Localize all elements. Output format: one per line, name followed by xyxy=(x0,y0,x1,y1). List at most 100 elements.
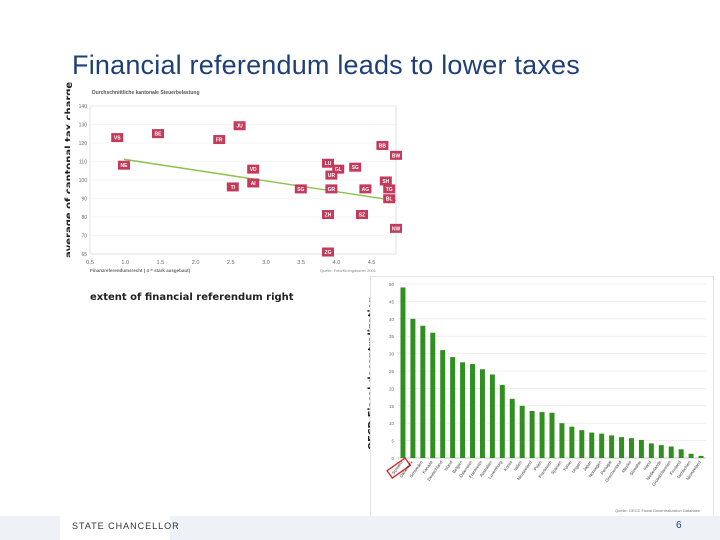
bar xyxy=(410,318,416,458)
bar-category-label: Polen xyxy=(533,459,544,471)
bar xyxy=(678,449,684,458)
bar xyxy=(430,332,436,458)
bar xyxy=(519,405,525,458)
scatter-point: UR xyxy=(325,170,338,180)
scatter-point-label: NE xyxy=(121,163,129,169)
scatter-point-label: SZ xyxy=(359,213,365,219)
scatter-point-marker xyxy=(325,170,338,180)
scatter-point-marker xyxy=(247,178,260,188)
scatter-point: TG xyxy=(383,184,396,194)
scatter-x-tick-label: 1.5 xyxy=(157,260,165,266)
bar-y-tick-label: 25 xyxy=(389,369,395,374)
bar xyxy=(539,412,545,458)
scatter-point: VD xyxy=(247,164,260,174)
scatter-point-label: SH xyxy=(382,179,389,185)
scatter-point-label: FR xyxy=(216,138,223,144)
bar xyxy=(509,398,515,458)
scatter-y-tick-label: 140 xyxy=(79,104,88,110)
bar xyxy=(489,374,495,458)
scatter-point-marker xyxy=(376,140,389,150)
bar-category-label: Island xyxy=(443,459,454,472)
bar xyxy=(470,364,475,458)
scatter-point-marker xyxy=(294,184,307,194)
bar xyxy=(698,455,704,458)
bar xyxy=(499,384,505,458)
scatter-x-axis-title: Finanzreferendumsrecht ( 4 = stark ausge… xyxy=(90,268,191,273)
scatter-point-marker xyxy=(152,129,164,139)
scatter-point-label: TI xyxy=(231,185,236,191)
scatter-x-tick-label: 0.5 xyxy=(86,260,94,266)
scatter-point: ZH xyxy=(322,210,334,220)
scatter-point: JU xyxy=(233,121,246,131)
scatter-y-tick-label: 130 xyxy=(79,123,88,129)
scatter-y-tick-label: 110 xyxy=(79,160,87,166)
bar-y-tick-label: 5 xyxy=(391,439,394,444)
bar-category-label: Japan xyxy=(582,459,593,472)
scatter-x-tick-label: 2.5 xyxy=(227,260,235,266)
scatter-point-marker xyxy=(349,162,362,172)
scatter-point: BW xyxy=(390,150,402,160)
scatter-point: BL xyxy=(383,194,396,204)
bar xyxy=(549,412,555,458)
bar-category-label: Irland xyxy=(642,459,652,471)
scatter-point: NE xyxy=(118,160,130,170)
bar-y-tick-label: 40 xyxy=(389,317,395,322)
bar xyxy=(569,426,575,458)
bar xyxy=(658,445,664,458)
scatter-point-label: NW xyxy=(392,226,401,232)
scatter-y-tick-label: 65 xyxy=(81,252,87,258)
scatter-point-marker xyxy=(359,184,372,194)
bar xyxy=(609,435,615,458)
bar xyxy=(559,423,565,458)
bar-y-tick-label: 20 xyxy=(389,386,395,391)
scatter-point-label: VS xyxy=(114,136,121,142)
bar xyxy=(420,325,426,458)
scatter-point-marker xyxy=(383,184,396,194)
scatter-point-label: GR xyxy=(328,187,336,193)
scatter-point-label: GL xyxy=(335,167,342,173)
bar-highlight-box xyxy=(386,457,412,479)
bar-y-tick-label: 45 xyxy=(389,299,395,304)
scatter-x-axis-caption: extent of financial referendum right xyxy=(90,292,294,303)
scatter-y-tick-label: 80 xyxy=(81,215,87,221)
scatter-point-marker xyxy=(356,210,368,220)
scatter-point-marker xyxy=(383,194,396,204)
bar-y-tick-label: 30 xyxy=(389,352,395,357)
bar xyxy=(400,287,406,458)
scatter-point-marker xyxy=(213,135,226,145)
page-title: Financial referendum leads to lower taxe… xyxy=(72,50,580,80)
scatter-point-label: UR xyxy=(328,173,336,179)
scatter-y-tick-label: 120 xyxy=(79,141,88,147)
scatter-point-label: LU xyxy=(325,161,332,167)
scatter-point-label: AG xyxy=(362,187,370,193)
footer-text: STATE CHANCELLOR xyxy=(72,521,180,531)
bar-source: Quelle: OECD Fiscal Decentralization Dat… xyxy=(615,508,701,513)
scatter-point-marker xyxy=(332,164,345,174)
bar xyxy=(688,453,694,458)
scatter-point: SH xyxy=(379,176,392,186)
scatter-point-marker xyxy=(118,160,130,170)
scatter-point-label: BB xyxy=(379,143,387,149)
scatter-point: BB xyxy=(376,140,389,150)
scatter-point: LU xyxy=(322,158,334,168)
bar xyxy=(440,350,446,458)
scatter-point: FR xyxy=(213,135,226,145)
bar xyxy=(638,439,644,458)
bar-y-tick-label: 50 xyxy=(389,282,395,287)
scatter-title: Durchschnittliche kantonale Steuerbelast… xyxy=(92,90,200,96)
bar-background xyxy=(370,276,714,520)
scatter-point-marker xyxy=(379,176,392,186)
scatter-point-marker xyxy=(247,164,260,174)
scatter-point: SG xyxy=(294,184,307,194)
bar xyxy=(589,432,595,458)
scatter-source: Quelle: Feld/Kirchgässner 2001 xyxy=(320,268,377,273)
scatter-point: TI xyxy=(226,182,239,192)
scatter-x-tick-label: 1.0 xyxy=(121,260,129,266)
scatter-point: VS xyxy=(111,133,124,143)
scatter-point-marker xyxy=(325,184,338,194)
scatter-point: SZ xyxy=(356,210,368,220)
scatter-point-marker xyxy=(322,247,334,257)
scatter-point: GL xyxy=(332,164,345,174)
scatter-point: ZG xyxy=(322,247,334,257)
footer-band xyxy=(0,516,720,540)
